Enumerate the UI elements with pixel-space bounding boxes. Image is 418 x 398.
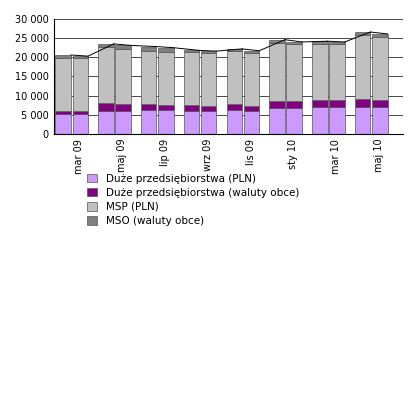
- Bar: [56, 113, 71, 134]
- Bar: [329, 42, 345, 44]
- Bar: [201, 51, 217, 53]
- Bar: [98, 111, 114, 134]
- Bar: [269, 43, 285, 101]
- Bar: [115, 111, 131, 134]
- Bar: [73, 114, 88, 134]
- Bar: [244, 105, 259, 111]
- Bar: [329, 44, 345, 100]
- Bar: [141, 103, 156, 110]
- Bar: [269, 101, 285, 108]
- Bar: [355, 35, 370, 99]
- Bar: [286, 44, 302, 101]
- Bar: [329, 100, 345, 107]
- Bar: [372, 37, 387, 100]
- Bar: [244, 53, 259, 105]
- Bar: [372, 34, 387, 37]
- Bar: [312, 41, 328, 43]
- Bar: [201, 53, 217, 106]
- Bar: [56, 111, 71, 113]
- Bar: [115, 49, 131, 103]
- Bar: [227, 49, 242, 51]
- Bar: [141, 110, 156, 134]
- Bar: [372, 100, 387, 107]
- Bar: [158, 52, 173, 105]
- Bar: [269, 108, 285, 134]
- Bar: [141, 51, 156, 103]
- Bar: [312, 100, 328, 107]
- Bar: [73, 56, 88, 58]
- Bar: [227, 104, 242, 110]
- Bar: [115, 103, 131, 111]
- Bar: [201, 111, 217, 134]
- Bar: [56, 55, 71, 58]
- Bar: [98, 47, 114, 103]
- Bar: [329, 107, 345, 134]
- Bar: [158, 48, 173, 52]
- Bar: [56, 58, 71, 111]
- Bar: [201, 106, 217, 111]
- Bar: [73, 111, 88, 114]
- Bar: [269, 40, 285, 43]
- Bar: [355, 99, 370, 107]
- Bar: [355, 107, 370, 134]
- Bar: [286, 108, 302, 134]
- Bar: [286, 42, 302, 44]
- Bar: [355, 32, 370, 35]
- Bar: [227, 110, 242, 134]
- Bar: [244, 111, 259, 134]
- Bar: [115, 45, 131, 49]
- Bar: [184, 52, 199, 105]
- Bar: [98, 44, 114, 47]
- Bar: [244, 51, 259, 53]
- Legend: Duże przedsiębiorstwa (PLN), Duże przedsiębiorstwa (waluty obce), MSP (PLN), MSO: Duże przedsiębiorstwa (PLN), Duże przeds…: [87, 174, 299, 226]
- Bar: [98, 103, 114, 111]
- Bar: [312, 43, 328, 100]
- Bar: [372, 107, 387, 134]
- Bar: [227, 51, 242, 104]
- Bar: [141, 47, 156, 51]
- Bar: [184, 105, 199, 111]
- Bar: [184, 111, 199, 134]
- Bar: [312, 107, 328, 134]
- Bar: [73, 58, 88, 111]
- Bar: [184, 51, 199, 52]
- Bar: [286, 101, 302, 108]
- Bar: [158, 105, 173, 110]
- Bar: [158, 110, 173, 134]
